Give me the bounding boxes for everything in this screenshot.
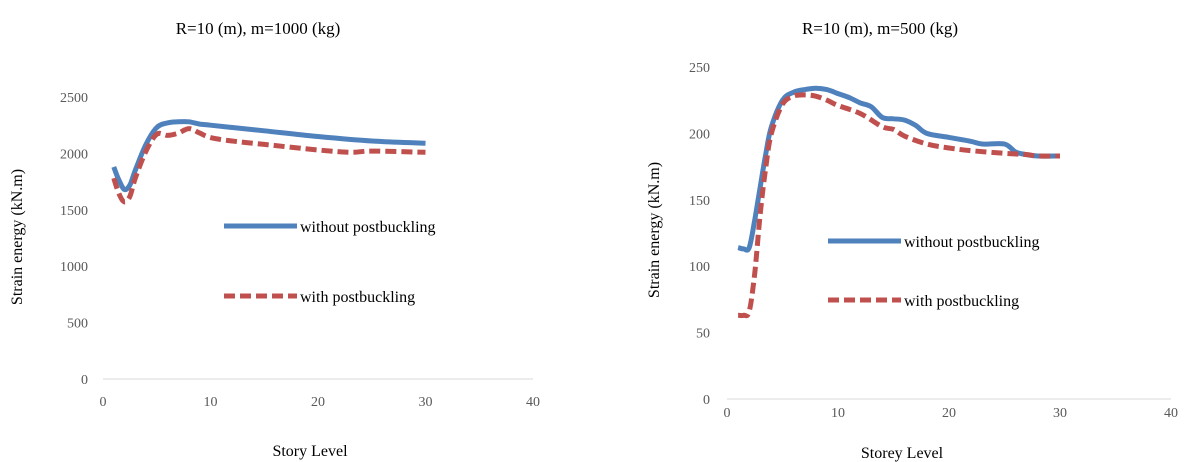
y-axis-ticks: 0 500 1000 1500 2000 2500 [60, 91, 88, 388]
chart-title: R=10 (m), m=500 (kg) [802, 19, 958, 38]
x-tick-label: 0 [724, 406, 731, 421]
x-tick-label: 40 [526, 395, 540, 410]
y-axis-ticks: 0 50 100 150 200 250 [689, 61, 710, 408]
x-tick-label: 0 [100, 395, 107, 410]
legend-label-without-postbuckling: without postbuckling [300, 219, 436, 236]
y-tick-label: 0 [703, 393, 710, 408]
legend: without postbuckling with postbuckling [224, 219, 436, 306]
y-tick-label: 2500 [60, 91, 88, 106]
y-tick-label: 50 [696, 327, 710, 342]
x-tick-label: 10 [204, 395, 218, 410]
x-axis-label: Story Level [272, 443, 348, 460]
legend-label-with-postbuckling: with postbuckling [300, 289, 415, 306]
y-tick-label: 2000 [60, 147, 88, 162]
x-tick-label: 30 [419, 395, 433, 410]
x-axis-ticks: 0 10 20 30 40 [100, 395, 541, 410]
series-line-with-postbuckling [111, 126, 426, 205]
y-tick-label: 150 [689, 194, 710, 209]
y-tick-label: 200 [689, 127, 710, 142]
series-line-without-postbuckling [737, 85, 1061, 253]
y-axis-label: Strain energy (kN.m) [9, 169, 26, 305]
y-tick-label: 1500 [60, 204, 88, 219]
y-tick-label: 0 [81, 373, 88, 388]
legend-label-without-postbuckling: without postbuckling [904, 234, 1040, 251]
x-tick-label: 20 [311, 395, 325, 410]
legend: without postbuckling with postbuckling [828, 234, 1040, 310]
chart-right: R=10 (m), m=500 (kg) 0 50 100 150 200 250 0 10… [646, 19, 1178, 462]
x-tick-label: 10 [831, 406, 845, 421]
series-group [737, 85, 1061, 319]
x-tick-label: 40 [1164, 406, 1178, 421]
x-tick-label: 30 [1053, 406, 1067, 421]
series-line-with-postbuckling [737, 92, 1061, 319]
y-tick-label: 1000 [60, 260, 88, 275]
series-group [111, 119, 426, 205]
y-axis-label: Strain energy (kN.m) [646, 162, 663, 298]
x-tick-label: 20 [942, 406, 956, 421]
series-line-without-postbuckling [111, 119, 426, 193]
y-tick-label: 500 [67, 317, 88, 332]
legend-label-with-postbuckling: with postbuckling [904, 293, 1019, 310]
x-axis-label: Storey Level [861, 445, 944, 462]
x-axis-ticks: 0 10 20 30 40 [724, 406, 1179, 421]
y-tick-label: 250 [689, 61, 710, 76]
y-tick-label: 100 [689, 260, 710, 275]
chart-left: R=10 (m), m=1000 (kg) 0 500 1000 1500 2000 25… [9, 19, 540, 460]
chart-title: R=10 (m), m=1000 (kg) [176, 19, 341, 38]
